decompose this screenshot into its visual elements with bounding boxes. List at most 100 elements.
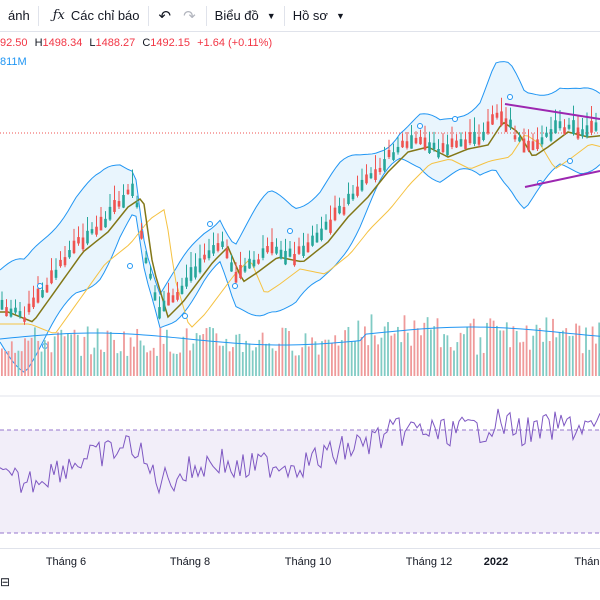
candle-body	[266, 246, 269, 253]
candle-body	[473, 131, 476, 144]
volume-bar	[205, 328, 208, 376]
candle-body	[171, 295, 175, 303]
volume-bar	[449, 347, 452, 376]
candle-body	[311, 235, 314, 246]
candle-body	[257, 259, 260, 264]
volume-bar	[119, 351, 122, 376]
calendar-icon[interactable]: ⊟	[0, 575, 11, 589]
volume-bar	[459, 332, 462, 376]
time-label-next: Tháng	[574, 556, 600, 568]
volume-bar	[225, 338, 228, 376]
candle-body	[378, 167, 382, 172]
candle-body	[360, 179, 364, 191]
volume-legend: 811M	[0, 56, 27, 68]
candle-body	[261, 248, 265, 258]
time-label-dec: Tháng 12	[405, 556, 453, 568]
volume-bar	[53, 336, 56, 376]
candle-body	[392, 152, 395, 160]
volume-bar	[139, 340, 142, 376]
candle-body	[279, 249, 283, 259]
volume-bar	[598, 322, 600, 376]
ma-slow-line	[0, 135, 600, 334]
volume-bar	[212, 328, 214, 376]
candle-body	[248, 258, 251, 269]
volume-bar	[430, 329, 432, 376]
chart-menu-button[interactable]: Biểu đồ ▼	[207, 0, 284, 31]
candle-body	[414, 137, 418, 144]
candle-body	[99, 216, 103, 231]
candle-body	[365, 174, 368, 184]
volume-bar	[492, 320, 495, 376]
candle-body	[72, 240, 76, 254]
time-label-aug: Tháng 8	[169, 556, 211, 568]
candle-body	[189, 267, 193, 281]
volume-bar	[373, 335, 376, 376]
volume-bar	[406, 332, 409, 376]
interval-button[interactable]: ánh	[0, 0, 38, 31]
volume-bar	[274, 350, 277, 376]
volume-bar	[268, 343, 271, 376]
candle-body	[81, 237, 85, 250]
volume-bar	[7, 350, 10, 376]
volume-bar	[126, 355, 129, 376]
candle-body	[5, 307, 8, 317]
volume-bar	[222, 345, 224, 376]
redo-icon[interactable]: ↷	[183, 7, 196, 25]
candle-body	[135, 202, 139, 208]
volume-bar	[486, 322, 488, 376]
candle-body	[284, 250, 287, 265]
candle-body	[527, 140, 530, 151]
price-chart[interactable]	[0, 31, 600, 548]
volume-bar	[416, 328, 419, 376]
candle-body	[162, 300, 166, 312]
volume-bar	[265, 343, 267, 376]
volume-bar	[311, 337, 313, 376]
volume-bar	[525, 325, 528, 376]
candle-body	[540, 137, 544, 145]
indicators-button[interactable]: ƒx Các chỉ báo	[39, 0, 148, 31]
volume-bar	[100, 349, 102, 376]
volume-bar	[63, 336, 66, 376]
volume-bar	[169, 351, 172, 376]
chevron-down-icon: ▼	[335, 10, 345, 21]
candle-body	[45, 284, 49, 293]
toolbar-divider	[37, 5, 39, 26]
volume-bar	[103, 351, 106, 376]
volume-bar	[588, 349, 591, 376]
band-marker	[232, 283, 238, 289]
candle-body	[77, 237, 80, 244]
volume-bar	[241, 351, 244, 376]
candle-body	[554, 120, 557, 134]
volume-bar	[387, 322, 389, 376]
volume-bar	[34, 327, 36, 376]
bollinger-lower	[0, 157, 600, 373]
volume-bar	[591, 326, 594, 376]
volume-bar	[185, 328, 188, 376]
candle-body	[297, 246, 301, 254]
candle-body	[140, 231, 143, 239]
candle-body	[369, 173, 373, 179]
candle-body	[549, 129, 553, 141]
time-axis[interactable]: Tháng 6 Tháng 8 Tháng 10 Tháng 12 2022 T…	[0, 548, 600, 573]
volume-bar	[20, 351, 23, 376]
undo-icon[interactable]: ↶	[158, 7, 172, 25]
candle-body	[320, 228, 323, 241]
volume-bar	[156, 355, 158, 376]
volume-bar	[529, 349, 531, 376]
candle-body	[36, 288, 40, 303]
volume-bar	[515, 330, 518, 376]
volume-bar	[40, 351, 43, 376]
volume-bar	[123, 331, 125, 376]
candle-body	[158, 307, 161, 319]
candle-body	[333, 207, 337, 221]
volume-bar	[60, 329, 63, 376]
volume-bar	[545, 317, 548, 376]
volume-bar	[189, 350, 191, 376]
volume-bar	[499, 330, 502, 376]
candle-body	[500, 111, 503, 126]
volume-bar	[261, 332, 264, 376]
profile-menu-button[interactable]: Hồ sơ ▼	[285, 0, 353, 31]
volume-bar	[535, 324, 538, 376]
volume-bar	[166, 329, 168, 376]
volume-bar	[80, 355, 82, 376]
